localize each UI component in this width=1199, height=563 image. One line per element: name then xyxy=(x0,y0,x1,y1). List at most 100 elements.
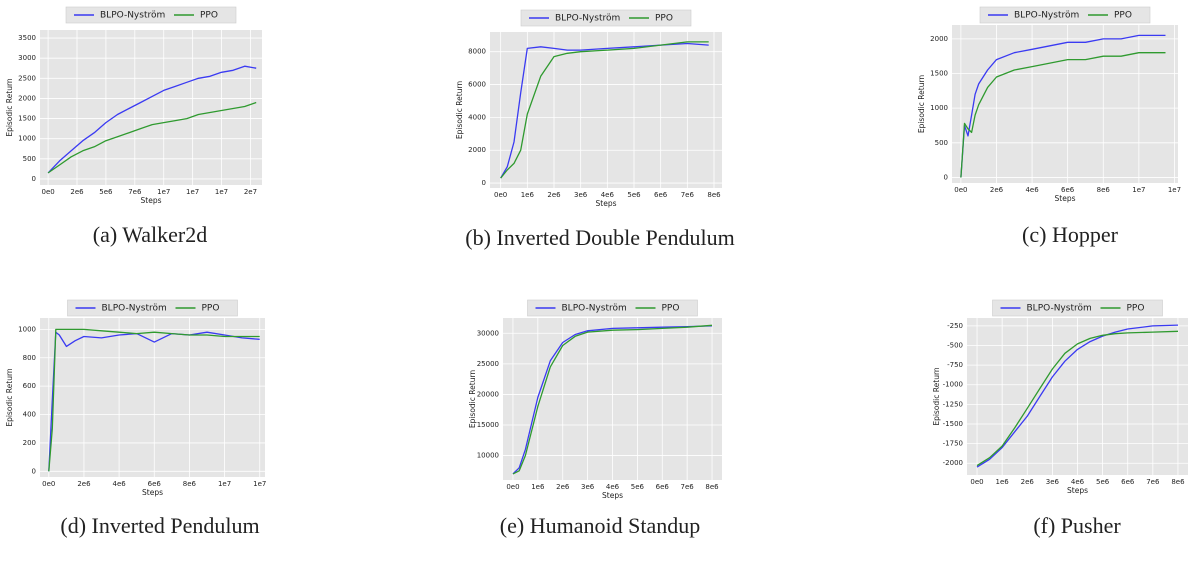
legend-box xyxy=(992,299,1163,317)
legend-box xyxy=(520,9,692,27)
x-tick-label: 6e6 xyxy=(1061,186,1075,194)
x-tick-label: 0e0 xyxy=(506,483,519,491)
y-tick-label: -500 xyxy=(947,341,963,349)
y-tick-label: -1250 xyxy=(943,400,963,408)
y-tick-label: 3000 xyxy=(18,54,36,62)
y-axis-label: Episodic Return xyxy=(917,75,926,134)
y-tick-label: 1000 xyxy=(930,104,948,112)
x-axis-label: Steps xyxy=(596,199,617,208)
x-tick-label: 5e6 xyxy=(1096,478,1110,486)
legend-label: PPO xyxy=(200,11,218,21)
x-tick-label: 0e0 xyxy=(494,191,507,199)
x-tick-label: 1e7 xyxy=(1132,186,1145,194)
legend-box xyxy=(527,299,698,317)
x-tick-label: 6e6 xyxy=(654,191,668,199)
y-tick-label: 4000 xyxy=(468,113,486,121)
legend-label: PPO xyxy=(662,304,680,314)
y-tick-label: 200 xyxy=(23,439,36,447)
legend-box xyxy=(979,6,1151,24)
y-axis-label: Episodic Return xyxy=(5,368,14,427)
series-line xyxy=(976,324,1179,468)
x-tick-label: 2e6 xyxy=(556,483,570,491)
y-tick-label: 2000 xyxy=(930,35,948,43)
y-axis-label: Episodic Return xyxy=(455,81,464,140)
y-tick-label: 1000 xyxy=(18,325,36,333)
x-axis-label: Steps xyxy=(141,196,162,205)
series-line xyxy=(47,65,257,174)
y-tick-label: 8000 xyxy=(468,48,486,56)
x-tick-label: 2e6 xyxy=(990,186,1004,194)
x-tick-label: 1e7 xyxy=(218,480,231,488)
y-tick-label: 500 xyxy=(23,155,36,163)
x-tick-label: 4e6 xyxy=(601,191,615,199)
x-tick-label: 8e6 xyxy=(1097,186,1111,194)
x-tick-label: 1e6 xyxy=(531,483,545,491)
y-tick-label: 1000 xyxy=(18,135,36,143)
x-tick-label: 1e7 xyxy=(253,480,266,488)
x-tick-label: 8e6 xyxy=(705,483,719,491)
y-tick-label: 3500 xyxy=(18,34,36,42)
x-tick-label: 2e7 xyxy=(244,188,257,196)
x-tick-label: 1e7 xyxy=(157,188,170,196)
x-tick-label: 6e6 xyxy=(148,480,162,488)
y-tick-label: 600 xyxy=(23,382,36,390)
x-axis-label: Steps xyxy=(1067,486,1088,495)
y-tick-label: 500 xyxy=(935,139,948,147)
x-tick-label: 4e6 xyxy=(1025,186,1039,194)
y-tick-label: 15000 xyxy=(477,421,499,429)
x-tick-label: 8e6 xyxy=(1171,478,1185,486)
series-line xyxy=(976,330,1179,467)
y-tick-label: 2500 xyxy=(18,74,36,82)
x-tick-label: 5e6 xyxy=(627,191,641,199)
x-tick-label: 7e6 xyxy=(1146,478,1160,486)
legend-label: PPO xyxy=(1114,11,1132,21)
y-tick-label: 0 xyxy=(482,179,486,187)
plot-background xyxy=(952,25,1178,183)
series-line xyxy=(47,101,257,174)
x-axis-label: Steps xyxy=(1055,194,1076,203)
series-line xyxy=(512,324,713,475)
y-tick-label: 0 xyxy=(32,175,36,183)
legend-label: BLPO-Nyström xyxy=(1027,304,1092,314)
caption: (e) Humanoid Standup xyxy=(500,513,700,538)
x-tick-label: 3e6 xyxy=(581,483,595,491)
legend-label: BLPO-Nyström xyxy=(555,14,620,24)
x-tick-label: 1e6 xyxy=(996,478,1010,486)
y-tick-label: 10000 xyxy=(477,452,499,460)
y-tick-label: 2000 xyxy=(468,146,486,154)
x-tick-label: 8e6 xyxy=(183,480,197,488)
x-tick-label: 1e7 xyxy=(186,188,199,196)
x-tick-label: 6e6 xyxy=(1121,478,1135,486)
caption: (b) Inverted Double Pendulum xyxy=(465,225,734,250)
legend-label: PPO xyxy=(655,14,673,24)
legend-label: BLPO-Nyström xyxy=(100,11,165,21)
x-tick-label: 7e6 xyxy=(128,188,142,196)
caption: (a) Walker2d xyxy=(93,222,208,247)
y-tick-label: 25000 xyxy=(477,360,499,368)
x-tick-label: 7e6 xyxy=(681,483,695,491)
x-tick-label: 1e7 xyxy=(1168,186,1181,194)
x-tick-label: 7e6 xyxy=(681,191,695,199)
caption: (c) Hopper xyxy=(1022,222,1119,247)
x-tick-label: 6e6 xyxy=(656,483,670,491)
series-line xyxy=(500,41,709,179)
x-tick-label: 1e6 xyxy=(521,191,535,199)
x-tick-label: 0e0 xyxy=(954,186,967,194)
x-axis-label: Steps xyxy=(602,491,623,500)
x-tick-label: 3e6 xyxy=(1046,478,1060,486)
y-tick-label: -1750 xyxy=(943,440,963,448)
series-line xyxy=(48,328,260,472)
y-tick-label: 30000 xyxy=(477,329,499,337)
y-tick-label: -250 xyxy=(947,322,963,330)
x-tick-label: 4e6 xyxy=(1071,478,1085,486)
y-tick-label: -2000 xyxy=(943,459,963,467)
caption: (f) Pusher xyxy=(1033,513,1121,538)
legend-box xyxy=(67,299,238,317)
x-tick-label: 0e0 xyxy=(41,188,54,196)
x-tick-label: 4e6 xyxy=(112,480,126,488)
x-tick-label: 5e6 xyxy=(631,483,645,491)
y-tick-label: -1000 xyxy=(943,381,963,389)
x-tick-label: 8e6 xyxy=(707,191,721,199)
legend-label: BLPO-Nyström xyxy=(562,304,627,314)
x-axis-label: Steps xyxy=(142,488,163,497)
